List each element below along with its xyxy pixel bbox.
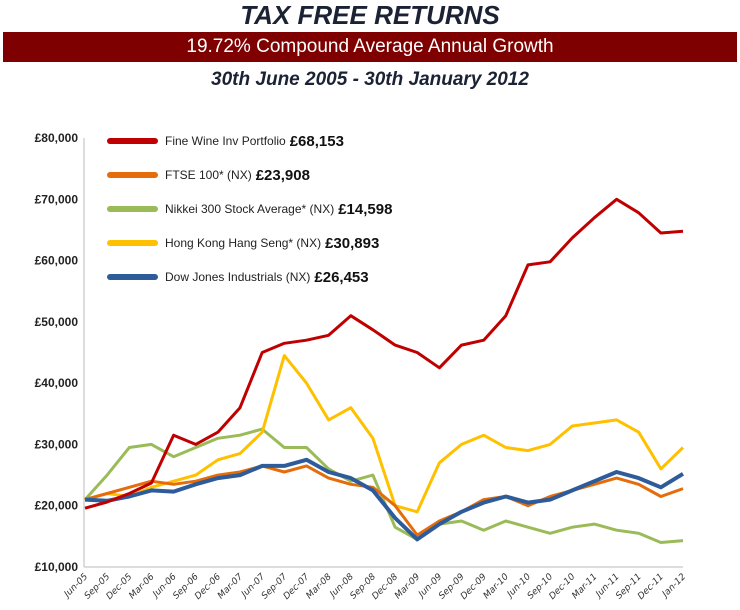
legend-swatch bbox=[107, 138, 158, 144]
growth-banner: 19.72% Compound Average Annual Growth bbox=[3, 32, 737, 62]
x-tick-label: Jan-12 bbox=[659, 572, 688, 601]
x-tick-label: Mar-10 bbox=[482, 572, 511, 601]
x-tick-label: Mar-11 bbox=[570, 572, 599, 601]
x-tick-label: Mar-09 bbox=[393, 572, 422, 601]
y-tick-label: £10,000 bbox=[35, 560, 79, 574]
page-title: TAX FREE RETURNS bbox=[240, 0, 500, 30]
legend-item: Nikkei 300 Stock Average* (NX) £14,598 bbox=[107, 199, 392, 219]
legend-item: Fine Wine Inv Portfolio £68,153 bbox=[107, 131, 344, 151]
legend-swatch bbox=[107, 206, 158, 212]
legend-label: Nikkei 300 Stock Average* (NX) bbox=[165, 202, 335, 216]
x-tick-label: Mar-07 bbox=[216, 572, 245, 601]
legend-label: Hong Kong Hang Seng* (NX) bbox=[165, 236, 322, 250]
legend-item: FTSE 100* (NX) £23,908 bbox=[107, 165, 310, 185]
series-line-hong-kong-hang-seng-nx bbox=[84, 354, 685, 514]
y-tick-label: £60,000 bbox=[35, 254, 79, 268]
x-tick-label: Mar-08 bbox=[305, 572, 334, 601]
legend-item: Dow Jones Industrials (NX) £26,453 bbox=[107, 267, 369, 287]
legend-swatch bbox=[107, 172, 158, 178]
y-tick-label: £20,000 bbox=[35, 499, 79, 513]
legend-value: £68,153 bbox=[289, 132, 344, 150]
legend-value: £14,598 bbox=[338, 200, 393, 218]
legend-item: Hong Kong Hang Seng* (NX) £30,893 bbox=[107, 233, 379, 253]
legend-value: £23,908 bbox=[255, 166, 310, 184]
legend-label: Dow Jones Industrials (NX) bbox=[165, 270, 311, 284]
legend-label: FTSE 100* (NX) bbox=[165, 168, 252, 182]
legend-label: Fine Wine Inv Portfolio bbox=[165, 134, 286, 148]
y-tick-label: £80,000 bbox=[35, 131, 79, 145]
legend-value: £26,453 bbox=[314, 268, 369, 286]
series-line-fine-wine-inv-portfolio bbox=[84, 197, 684, 510]
series-line-dow-jones-industrials-nx bbox=[84, 457, 685, 542]
legend-swatch bbox=[107, 240, 158, 246]
y-tick-label: £30,000 bbox=[35, 437, 79, 451]
y-tick-label: £40,000 bbox=[35, 376, 79, 390]
x-tick-label: Mar-06 bbox=[127, 572, 156, 601]
y-tick-label: £50,000 bbox=[35, 315, 79, 329]
legend-swatch bbox=[107, 274, 158, 280]
y-tick-label: £70,000 bbox=[35, 192, 79, 206]
legend-value: £30,893 bbox=[325, 234, 380, 252]
date-range-subtitle: 30th June 2005 - 30th January 2012 bbox=[211, 69, 529, 90]
